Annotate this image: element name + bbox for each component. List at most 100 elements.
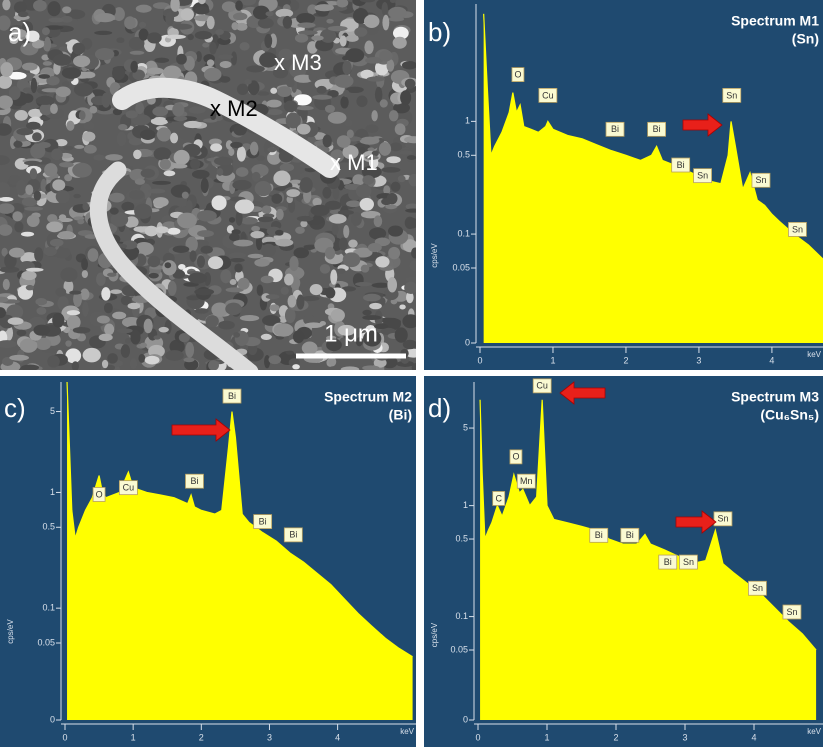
grain (179, 128, 196, 140)
grain (382, 167, 401, 173)
grain (16, 180, 26, 196)
grain (21, 271, 36, 280)
peak-label: O (512, 452, 519, 462)
grain (183, 357, 194, 362)
peak-label: Sn (726, 90, 737, 100)
grain (212, 195, 227, 210)
grain (51, 148, 63, 160)
y-tick-label: 5 (50, 406, 55, 416)
grain (325, 287, 335, 298)
grain (173, 24, 192, 30)
grain (388, 247, 400, 260)
grain (148, 189, 165, 194)
grain (300, 177, 313, 193)
grain (0, 62, 13, 77)
grain (214, 157, 233, 166)
grain (157, 127, 171, 141)
grain (129, 190, 144, 200)
y-tick-label: 0 (465, 337, 470, 347)
y-tick-label: 0.5 (455, 533, 468, 543)
grain (220, 269, 231, 283)
grain (232, 180, 251, 190)
grain (405, 218, 418, 229)
grain (343, 90, 349, 97)
y-tick-label: 1 (50, 487, 55, 497)
grain (147, 32, 162, 43)
grain (315, 4, 334, 11)
x-tick-label: 1 (550, 355, 555, 365)
grain (101, 93, 110, 108)
grain (297, 295, 305, 310)
x-tick-label: 1 (131, 732, 136, 742)
grain (93, 155, 105, 161)
grain (59, 162, 74, 167)
y-tick-label: 0.5 (42, 522, 55, 532)
grain (152, 181, 171, 185)
grain (369, 303, 382, 309)
grain (262, 205, 272, 214)
grain (147, 256, 160, 268)
grain (388, 225, 403, 236)
grain (165, 350, 184, 361)
grain (154, 147, 172, 160)
grain (405, 277, 421, 283)
grain (325, 105, 335, 113)
grain (347, 129, 354, 138)
grain (368, 243, 382, 252)
grain (408, 174, 419, 187)
grain (236, 167, 249, 177)
grain (385, 205, 397, 210)
grain (184, 121, 202, 128)
grain (250, 231, 264, 238)
grain (170, 133, 178, 144)
grain (348, 240, 357, 248)
grain (14, 221, 23, 232)
grain (126, 110, 138, 118)
grain (134, 204, 152, 219)
grain (112, 66, 125, 80)
figure: a) x M3 x M2 x M1 1 μm 00.050.10.5101234… (0, 0, 823, 747)
grain (388, 7, 407, 19)
grain (89, 106, 97, 114)
grain (74, 83, 93, 96)
grain (258, 18, 274, 29)
grain (104, 324, 114, 336)
grain (261, 244, 276, 257)
grain (367, 77, 385, 82)
grain (72, 361, 79, 371)
grain (77, 219, 84, 224)
grain (405, 79, 416, 89)
grain (283, 16, 292, 29)
grain (343, 225, 349, 238)
page: a) x M3 x M2 x M1 1 μm 00.050.10.5101234… (0, 0, 823, 747)
grain (25, 184, 33, 195)
grain (257, 284, 264, 295)
peak-label: C (495, 493, 502, 503)
peak-label: Bi (653, 124, 661, 134)
grain (59, 214, 66, 220)
grain (153, 197, 169, 207)
x-tick-label: 3 (696, 355, 701, 365)
grain (141, 169, 155, 178)
grain (231, 22, 238, 30)
grain (257, 91, 269, 95)
y-tick-label: 0.05 (450, 644, 468, 654)
grain (252, 172, 261, 182)
grain (240, 217, 257, 224)
grain (47, 355, 60, 367)
grain (82, 132, 95, 142)
chart-title: Spectrum M1 (731, 13, 819, 29)
grain (165, 12, 174, 26)
grain (163, 66, 181, 80)
grain (63, 146, 73, 150)
grain (290, 180, 302, 184)
chart-title: Spectrum M3 (731, 389, 819, 405)
grain (60, 267, 77, 282)
chart-subtitle: (Bi) (389, 407, 412, 423)
grain (310, 284, 323, 295)
y-axis-label: cps/eV (430, 243, 439, 268)
grain (390, 142, 402, 151)
grain (190, 158, 200, 169)
grain (97, 315, 110, 323)
grain (65, 340, 71, 346)
